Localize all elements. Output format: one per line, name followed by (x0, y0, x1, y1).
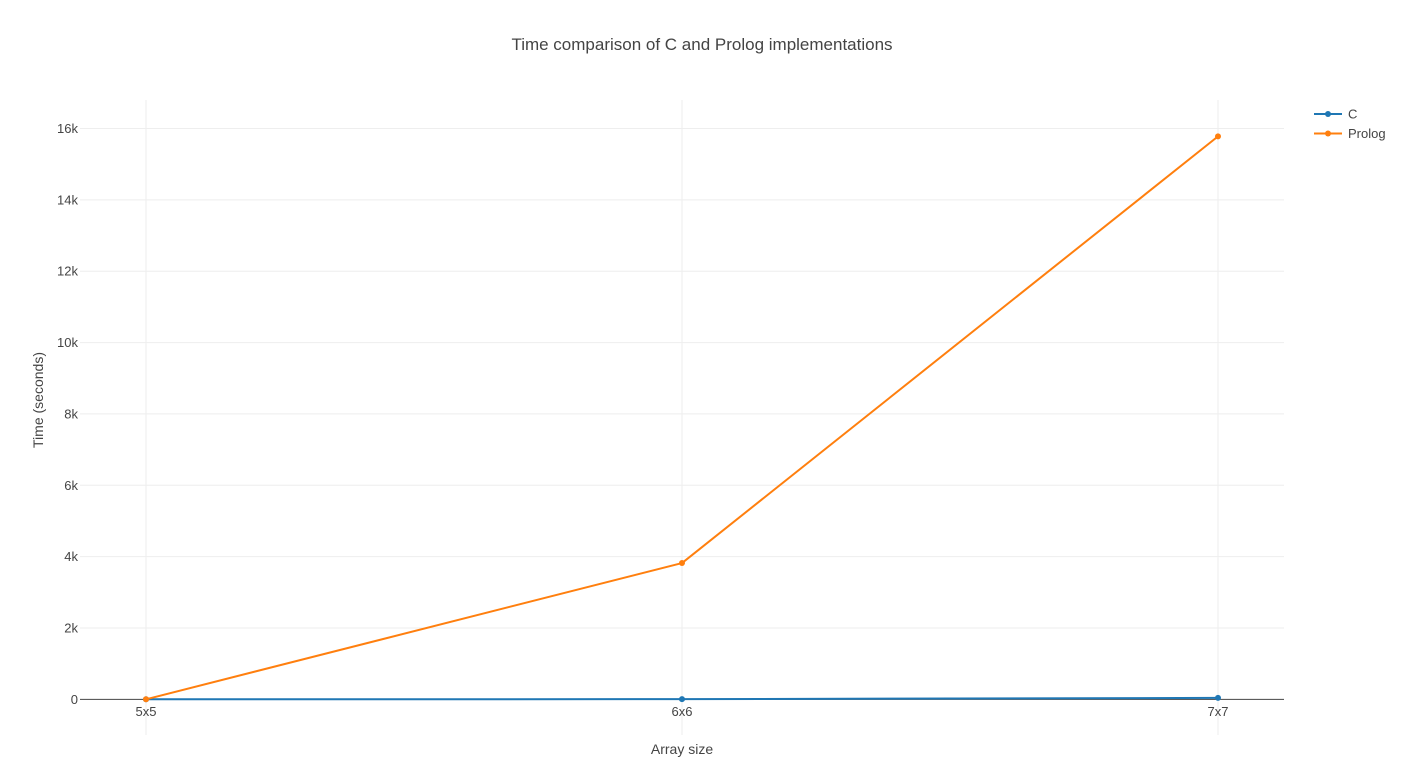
data-point-c (1215, 694, 1221, 701)
series-prolog (143, 133, 1221, 703)
x-axis-ticks: 5x5 6x6 7x7 (136, 704, 1229, 719)
y-tick-label: 6k (64, 478, 78, 493)
x-tick-label: 6x6 (672, 704, 693, 719)
data-point-prolog (679, 560, 685, 567)
legend-label: Prolog (1348, 126, 1386, 141)
legend-swatch-marker (1325, 130, 1331, 137)
y-axis-title: Time (seconds) (30, 352, 46, 448)
data-point-prolog (1215, 133, 1221, 140)
y-tick-label: 8k (64, 406, 78, 421)
data-point-prolog (143, 696, 149, 703)
grid (80, 100, 1284, 735)
x-tick-label: 7x7 (1208, 704, 1229, 719)
series (143, 133, 1221, 703)
data-point-c (679, 696, 685, 703)
x-tick-label: 5x5 (136, 704, 157, 719)
y-tick-label: 0 (71, 692, 78, 707)
legend-item-prolog: Prolog (1314, 126, 1386, 141)
y-axis-ticks: 0 2k 4k 6k 8k 10k 12k 14k 16k (57, 121, 78, 707)
legend: C Prolog (1314, 107, 1386, 141)
legend-swatch-marker (1325, 111, 1331, 117)
y-tick-label: 10k (57, 335, 78, 350)
y-tick-label: 12k (57, 264, 78, 279)
y-tick-label: 2k (64, 620, 78, 635)
legend-label: C (1348, 107, 1357, 122)
y-tick-label: 16k (57, 121, 78, 136)
y-tick-label: 14k (57, 192, 78, 207)
x-axis-title: Array size (651, 741, 713, 757)
chart-title: Time comparison of C and Prolog implemen… (511, 35, 892, 54)
y-tick-label: 4k (64, 549, 78, 564)
legend-item-c: C (1314, 107, 1357, 122)
